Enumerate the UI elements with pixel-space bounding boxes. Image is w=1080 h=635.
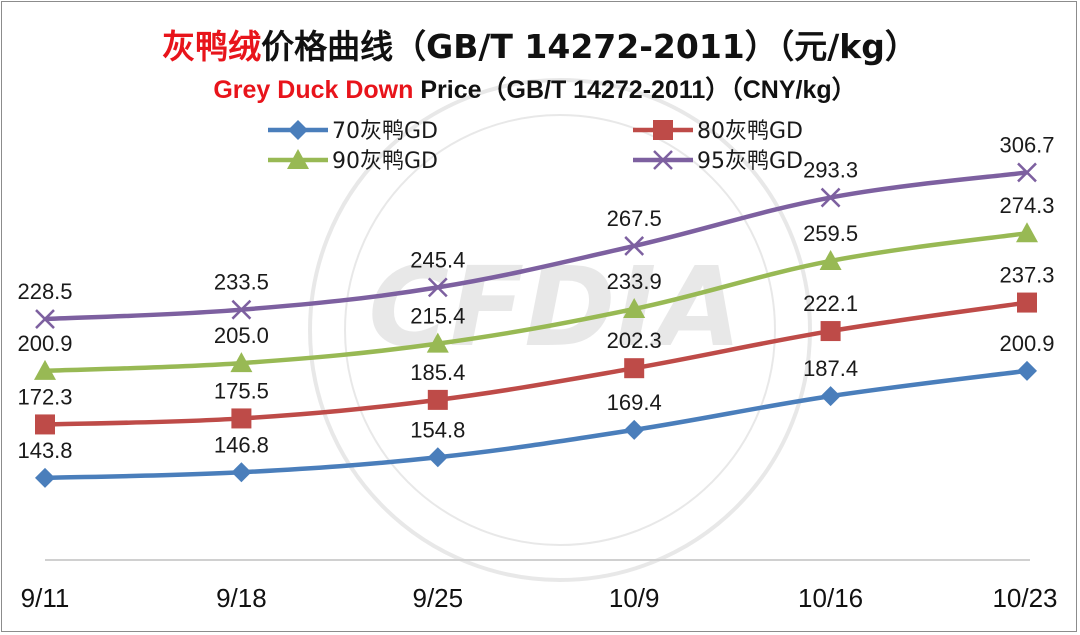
x-tick-label-5: 10/16 [798,583,863,613]
legend-item-2: 80灰鸭GD [633,119,803,144]
data-label-s3-2: 205.0 [214,323,269,348]
data-point-s3-1 [34,359,56,380]
x-tick-label-3: 9/25 [412,583,463,613]
data-point-s2-4 [624,358,645,379]
series-line-4 [44,170,1028,322]
data-label-s3-1: 200.9 [17,331,72,356]
data-point-s2-2 [231,408,252,429]
title-rest: 价格曲线（GB/T 14272-2011）（元/kg） [261,27,918,66]
data-point-s3-5 [819,249,842,270]
data-label-s4-4: 267.5 [607,206,662,231]
data-label-s3-5: 259.5 [803,221,858,246]
data-label-s2-3: 185.4 [410,360,465,385]
data-point-s1-4 [624,419,645,440]
data-point-s4-5 [820,187,841,208]
data-point-s3-2 [230,352,253,373]
legend-label-2: 80灰鸭GD [697,119,803,144]
x-tick-label-2: 9/18 [216,583,267,613]
legend-label-4: 95灰鸭GD [697,149,803,174]
data-point-s3-6 [1016,222,1038,243]
data-point-s1-2 [231,462,252,483]
legend-item-3: 90灰鸭GD [268,149,438,174]
data-point-s2-5 [820,321,841,342]
data-label-s2-6: 237.3 [999,263,1054,288]
data-label-s3-6: 274.3 [999,193,1054,218]
data-label-s1-1: 143.8 [17,438,72,463]
data-label-s4-2: 233.5 [214,270,269,295]
data-labels-layer: 143.8 146.8 154.8 169.4 187.4 200.9 172.3 175.5… [17,132,1054,462]
series-line-3 [44,230,1028,374]
legend-item-4: 95灰鸭GD [633,149,803,174]
data-point-s2-6 [1017,292,1037,313]
series-line-2 [44,300,1028,427]
data-point-s4-4 [624,236,645,256]
data-label-s4-5: 293.3 [803,158,858,183]
legend-marker-2 [653,120,673,140]
data-point-s3-4 [623,297,646,318]
legend-label-3: 90灰鸭GD [332,149,438,174]
legend-label-1: 70灰鸭GD [332,119,438,144]
subtitle-rest: Price（GB/T 14272-2011）（CNY/kg） [413,75,856,104]
data-label-s2-1: 172.3 [17,384,72,409]
data-label-s3-4: 233.9 [607,269,662,294]
data-point-s1-5 [820,386,841,407]
data-label-s2-2: 175.5 [214,378,269,403]
data-point-s1-1 [35,467,55,488]
x-tick-label-1: 9/11 [21,583,70,613]
chart-subtitle: Grey Duck Down Price（GB/T 14272-2011）（CN… [213,75,856,104]
data-label-s1-6: 200.9 [999,331,1054,356]
data-point-s1-6 [1017,360,1037,381]
legend-marker-4 [653,150,673,170]
legend-item-1: 70灰鸭GD [268,119,438,144]
series-layer [34,162,1038,488]
data-point-s4-1 [35,309,55,329]
title-highlight: 灰鸭绒 [162,27,261,66]
x-tick-labels: 9/11 9/18 9/25 10/9 10/16 10/23 [21,583,1058,613]
data-label-s4-3: 245.4 [410,247,465,272]
legend-marker-3 [287,149,309,169]
series-line-1 [44,368,1028,481]
data-label-s4-1: 228.5 [17,279,72,304]
legend: 70灰鸭GD 80灰鸭GD 90灰鸭GD 95灰鸭GD [268,119,803,174]
data-label-s4-6: 306.7 [999,132,1054,157]
data-label-s2-5: 222.1 [803,291,858,316]
legend-marker-1 [288,120,308,140]
data-label-s2-4: 202.3 [607,328,662,353]
x-tick-label-6: 10/23 [992,583,1057,613]
data-label-s1-2: 146.8 [214,432,269,457]
data-point-s4-3 [427,277,448,298]
subtitle-highlight: Grey Duck Down [213,76,413,104]
data-point-s4-6 [1017,162,1037,183]
chart-title: 灰鸭绒价格曲线（GB/T 14272-2011）（元/kg） [162,27,918,66]
data-point-s1-3 [427,447,448,468]
data-point-s4-2 [231,299,252,320]
data-label-s3-3: 215.4 [410,304,465,329]
data-point-s2-1 [35,414,55,435]
data-label-s1-4: 169.4 [607,390,662,415]
data-point-s2-3 [427,389,448,410]
data-label-s1-3: 154.8 [410,417,465,442]
data-point-s3-3 [426,332,449,353]
data-label-s1-5: 187.4 [803,356,858,381]
x-tick-label-4: 10/9 [609,583,660,613]
